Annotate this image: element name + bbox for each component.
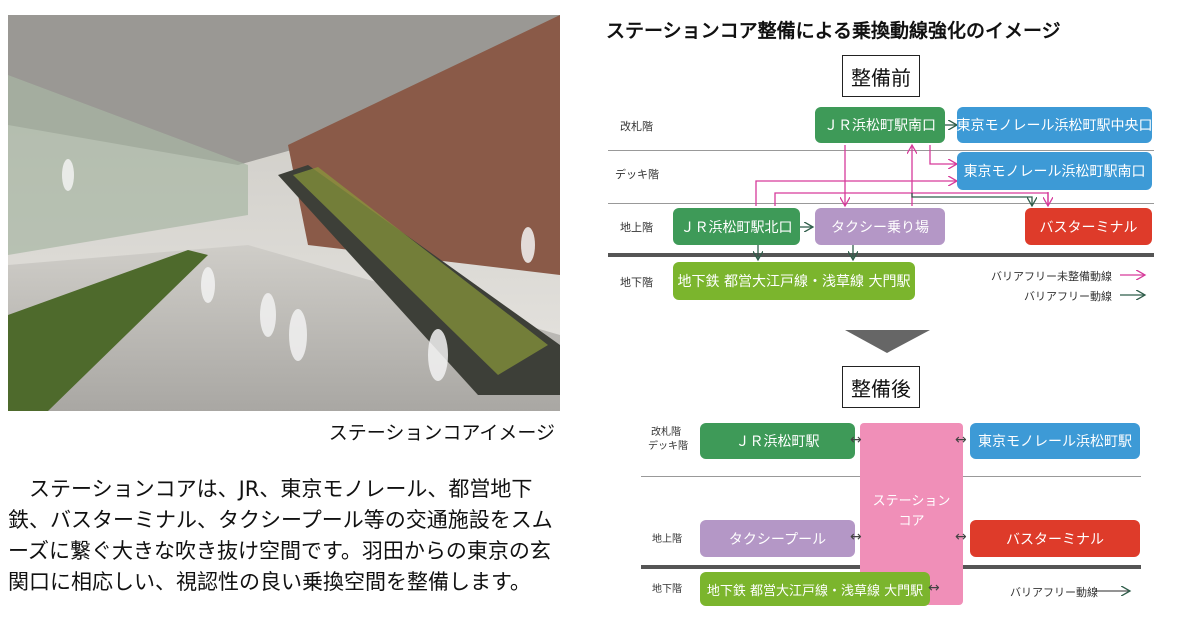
level-label: 地上階 (652, 534, 682, 545)
node-monorail-central-exit: 東京モノレール浜松町駅中央口 (957, 107, 1153, 143)
level-label: 地下階 (620, 276, 653, 289)
node-jr-south-exit: ＪＲ浜松町駅南口 (815, 107, 945, 143)
diagram-title: ステーションコア整備による乗換動線強化のイメージ (606, 20, 1061, 42)
legend-barrier-free: バリアフリー動線 (1010, 586, 1098, 599)
bidirectional-arrow-icon: ↔ (955, 529, 967, 545)
description-paragraph: ステーションコアは、JR、東京モノレール、都営地下鉄、バスターミナル、タクシープ… (8, 477, 553, 594)
node-bus-terminal: バスターミナル (970, 520, 1140, 557)
photo-caption: ステーションコアイメージ (328, 422, 555, 444)
node-bus-terminal: バスターミナル (1025, 208, 1152, 245)
legend-barrier-free: バリアフリー動線 (1024, 290, 1112, 303)
node-taxi-stand: タクシー乗り場 (815, 208, 945, 245)
level-label: 地下階 (652, 584, 682, 595)
legend-non-barrier-free: バリアフリー未整備動線 (991, 270, 1112, 283)
level-label: 改札階 (620, 120, 653, 133)
bidirectional-arrow-icon: ↔ (928, 580, 940, 596)
station-core-label: コア (898, 514, 925, 529)
before-label: 整備前 (842, 55, 920, 97)
level-label: 地上階 (620, 221, 653, 234)
node-jr-north-exit: ＪＲ浜松町駅北口 (673, 208, 800, 245)
node-jr: ＪＲ浜松町駅 (700, 423, 855, 459)
level-label: 改札階 (651, 427, 681, 438)
bidirectional-arrow-icon: ↔ (850, 432, 862, 448)
node-monorail-south-exit: 東京モノレール浜松町駅南口 (957, 152, 1152, 190)
node-taxi-pool: タクシープール (700, 520, 855, 557)
node-subway: 地下鉄 都営大江戸線・浅草線 大門駅 (673, 262, 915, 300)
after-label: 整備後 (842, 366, 920, 408)
station-core-label: ステーション (872, 494, 951, 509)
station-core-rendering (8, 15, 560, 411)
node-monorail: 東京モノレール浜松町駅 (970, 423, 1140, 459)
node-subway: 地下鉄 都営大江戸線・浅草線 大門駅 (700, 572, 930, 606)
bidirectional-arrow-icon: ↔ (850, 529, 862, 545)
down-arrow-icon (845, 330, 930, 353)
level-label: デッキ階 (648, 441, 688, 452)
level-label: デッキ階 (615, 168, 659, 181)
bidirectional-arrow-icon: ↔ (955, 432, 967, 448)
